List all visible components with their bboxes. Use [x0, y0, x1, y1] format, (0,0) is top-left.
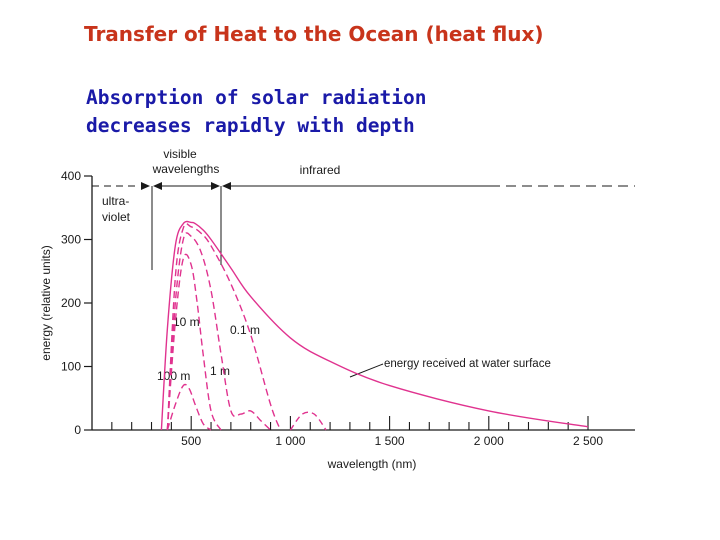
- y-tick-label-100: 100: [61, 360, 81, 374]
- curve-energy-received-at-water-surface: [160, 220, 589, 431]
- subtitle-line-2: decreases rapidly with depth: [86, 114, 415, 137]
- label-100m: 100 m: [157, 369, 190, 383]
- uv-label-line-2: violet: [102, 210, 131, 224]
- uv-arrow-head: [141, 182, 150, 190]
- absorption-bump-0: [289, 411, 327, 431]
- y-tick-label-400: 400: [61, 169, 81, 183]
- visible-arrow-left-head: [153, 182, 162, 190]
- y-axis-label: energy (relative units): [39, 245, 53, 360]
- visible-arrow-right-head: [211, 182, 220, 190]
- curve-100-m: [166, 383, 212, 431]
- infrared-arrow-head: [222, 182, 231, 190]
- axis-ticks: 0 100 200 300 400 500 1 000 1 500 2 000 2 500: [61, 169, 603, 448]
- label-0-1m: 0.1 m: [230, 323, 260, 337]
- x-tick-label-500: 500: [181, 434, 201, 448]
- uv-label-line-1: ultra-: [102, 194, 129, 208]
- surface-curve-label: energy received at water surface: [384, 358, 551, 370]
- y-tick-label-300: 300: [61, 233, 81, 247]
- y-tick-label-0: 0: [74, 423, 81, 437]
- label-10m: 10 m: [173, 315, 200, 329]
- slide-title: Transfer of Heat to the Ocean (heat flux…: [84, 22, 544, 46]
- surface-label-leader: [349, 363, 384, 378]
- visible-label-line-2: wavelengths: [152, 162, 220, 176]
- y-tick-label-200: 200: [61, 296, 81, 310]
- x-tick-label-2500: 2 500: [573, 434, 603, 448]
- infrared-label: infrared: [300, 163, 341, 177]
- curve-1-m: [166, 232, 272, 431]
- label-1m: 1 m: [210, 364, 230, 378]
- visible-label-line-1: visible: [163, 147, 197, 161]
- x-axis-label: wavelength (nm): [327, 457, 417, 471]
- x-tick-label-2000: 2 000: [474, 434, 504, 448]
- x-tick-label-1500: 1 500: [375, 434, 405, 448]
- curves: [160, 220, 589, 431]
- x-tick-label-1000: 1 000: [275, 434, 305, 448]
- subtitle-line-1: Absorption of solar radiation: [86, 86, 427, 109]
- slide-subtitle: Absorption of solar radiation decreases …: [86, 84, 506, 140]
